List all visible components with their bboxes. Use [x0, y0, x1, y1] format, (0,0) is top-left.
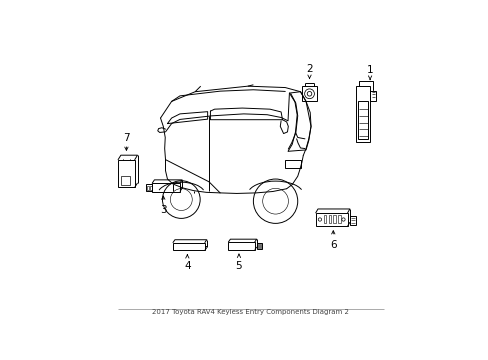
- Bar: [323, 215, 325, 223]
- Bar: [152, 183, 180, 192]
- Bar: [355, 86, 369, 141]
- Bar: [285, 160, 300, 168]
- Bar: [121, 176, 130, 185]
- Text: 5: 5: [235, 261, 242, 271]
- Text: 2: 2: [305, 64, 312, 74]
- Bar: [315, 213, 347, 226]
- Bar: [349, 216, 355, 225]
- Bar: [328, 215, 330, 223]
- Bar: [256, 243, 262, 249]
- Text: 1: 1: [366, 65, 373, 75]
- Text: 6: 6: [329, 240, 336, 250]
- Bar: [357, 100, 367, 139]
- Bar: [228, 242, 254, 250]
- Bar: [147, 186, 148, 190]
- Bar: [146, 184, 152, 191]
- Bar: [118, 159, 135, 187]
- Bar: [150, 186, 151, 190]
- Bar: [338, 215, 341, 223]
- Bar: [257, 244, 259, 248]
- Text: 2017 Toyota RAV4 Keyless Entry Components Diagram 2: 2017 Toyota RAV4 Keyless Entry Component…: [152, 309, 348, 315]
- Text: 4: 4: [183, 261, 190, 271]
- Bar: [369, 91, 376, 102]
- Text: 3: 3: [160, 205, 166, 215]
- Bar: [260, 244, 261, 248]
- Bar: [333, 215, 336, 223]
- Bar: [173, 243, 204, 250]
- Bar: [301, 86, 317, 102]
- Text: 7: 7: [123, 133, 129, 143]
